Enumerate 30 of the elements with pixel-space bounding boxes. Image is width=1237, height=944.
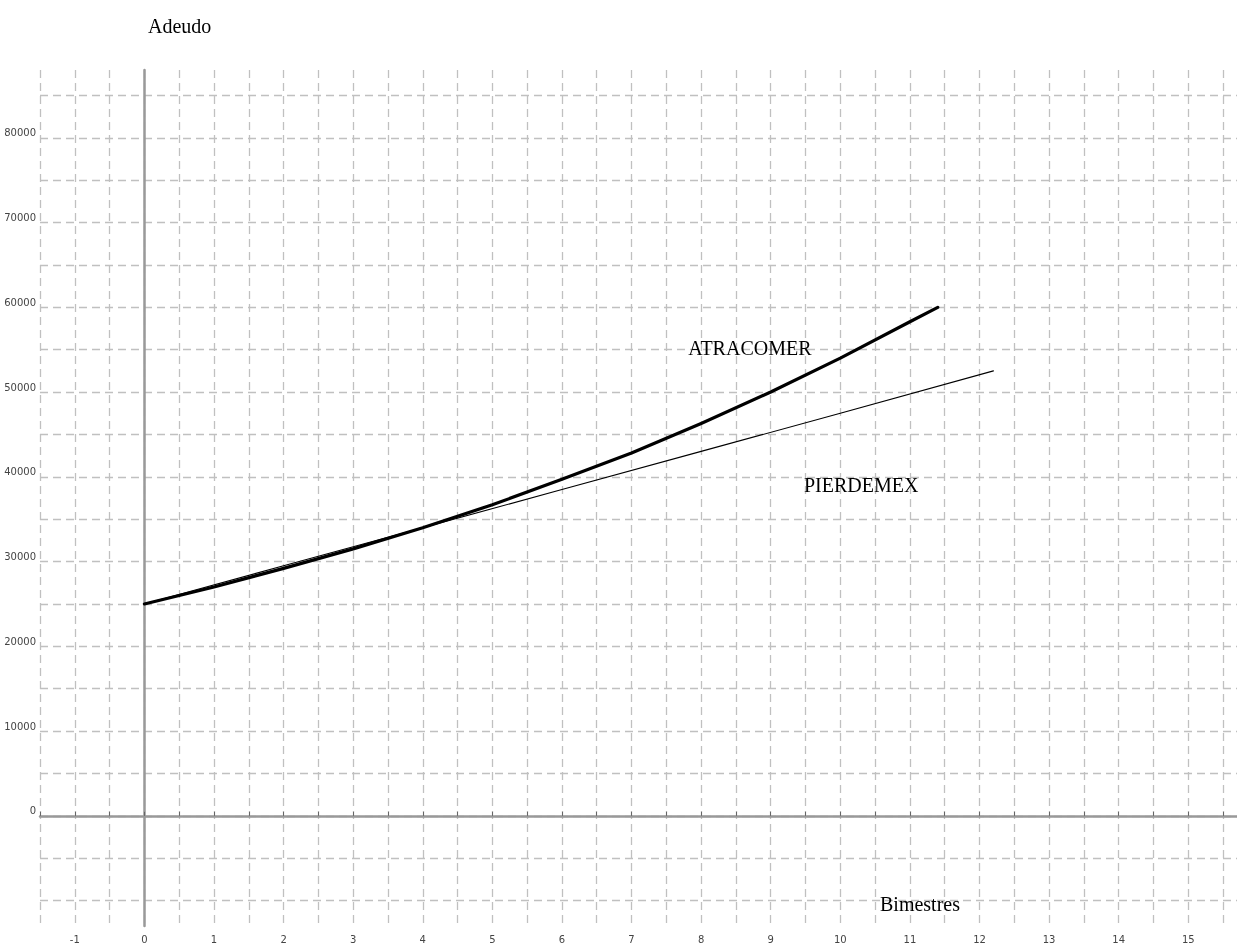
x-tick-label: 7 — [628, 933, 635, 944]
x-axis-title: Bimestres — [880, 893, 961, 915]
y-tick-label: 80000 — [4, 127, 36, 139]
y-tick-label: 60000 — [4, 296, 36, 308]
y-tick-label: 30000 — [4, 551, 36, 563]
x-tick-label: 6 — [558, 933, 566, 944]
series-label: ATRACOMER — [688, 336, 813, 359]
x-tick-label: 12 — [973, 933, 986, 944]
x-tick-label: 9 — [767, 933, 774, 944]
text: PIERDEMEX — [803, 474, 919, 497]
y-tick-label: 50000 — [4, 381, 36, 393]
x-tick-label: -1 — [69, 933, 80, 944]
y-tick-label: 0 — [29, 805, 36, 817]
x-tick-label: 10 — [833, 933, 847, 944]
y-tick-label: 40000 — [4, 466, 36, 478]
x-tick-label: 2 — [280, 933, 287, 944]
x-tick-label: 8 — [697, 933, 705, 944]
y-tick-label: 20000 — [4, 635, 36, 647]
x-tick-label: 0 — [141, 933, 148, 944]
y-tick-label: 10000 — [4, 720, 36, 732]
x-tick-label: 1 — [210, 933, 218, 944]
x-tick-label: 11 — [903, 933, 917, 944]
x-tick-label: 13 — [1042, 933, 1056, 944]
y-axis-title: Adeudo — [148, 15, 212, 37]
x-tick-label: 15 — [1181, 933, 1195, 944]
x-tick-label: 4 — [419, 933, 426, 944]
x-tick-label: 3 — [349, 933, 357, 944]
x-tick-label: 5 — [489, 933, 496, 944]
x-tick-label: 14 — [1112, 933, 1126, 944]
y-tick-label: 70000 — [4, 212, 36, 224]
